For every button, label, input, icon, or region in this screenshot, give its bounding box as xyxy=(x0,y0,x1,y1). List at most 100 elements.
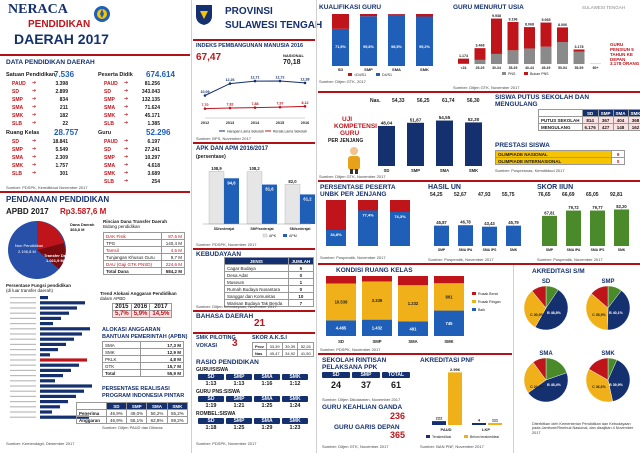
fungsi-bar xyxy=(40,348,58,352)
apk-data-label: 108,9 xyxy=(211,166,222,171)
row-value: 71.624 xyxy=(144,105,160,111)
fungsi-label-line xyxy=(10,369,36,371)
uji-nas-value: 61,74 xyxy=(442,98,455,104)
rasio-guru-siswa-col: SMA xyxy=(254,374,280,380)
fungsi-bar xyxy=(40,327,90,331)
kualifikasi-bar-lt-d4 xyxy=(416,14,433,17)
table-row: DAK Fisik 87,6 M xyxy=(103,232,186,240)
apk-data-label: 108,2 xyxy=(249,166,260,171)
tren-grid: 2015 2016 2017 5,7% 5,9% 14,5% xyxy=(112,303,173,318)
pip-col: SD xyxy=(105,402,128,410)
ipm-point xyxy=(253,79,257,83)
table-row: Total Dana 584,2 M xyxy=(103,267,186,275)
rasio-guru-pns-col: SMK xyxy=(282,396,308,402)
ipm-nasional-label: NASIONAL xyxy=(283,53,304,58)
arrow-icon: ➔ xyxy=(32,96,37,102)
tren-value: 5,7% xyxy=(112,310,132,318)
fungsi-bar xyxy=(40,337,74,341)
apk-data-label: 82,0 xyxy=(288,179,297,184)
row-label: SMK xyxy=(104,113,116,119)
row-value: 1.385 xyxy=(147,121,160,127)
kondisi-tick-label: SMP xyxy=(372,339,381,344)
bahasa-value: 21 xyxy=(254,318,266,329)
kualifikasi-bar-lt-d4 xyxy=(388,14,405,15)
ipm-point xyxy=(303,105,307,108)
ipm-data-label: 10,09 xyxy=(201,90,210,94)
row-value: 182 xyxy=(59,113,68,119)
keb-value: 7 xyxy=(287,299,315,307)
tren-title: Trend Alokasi Anggaran Pendidikan xyxy=(100,291,177,296)
fungsi-label-line xyxy=(10,416,36,418)
putus-value: 367 xyxy=(597,116,614,124)
fungsi-label-line xyxy=(10,307,36,309)
akasi-value: 34,92 xyxy=(281,349,299,357)
pensiun-value: 3.178 ORANG xyxy=(610,61,640,66)
usia-data-label: 3.178 xyxy=(575,45,584,49)
ipm-point xyxy=(278,105,282,109)
ipm-nasional-value: 70,18 xyxy=(283,59,301,66)
usia-data-label: 8.006 xyxy=(558,23,567,27)
kondisi-bar-rusak-ringan xyxy=(362,281,392,320)
apm-data-label: 81,6 xyxy=(265,187,274,192)
akreditasi-slice-label: C 30,9% xyxy=(530,313,545,317)
usia-tick-label: 50-54 xyxy=(558,66,567,70)
fungsi-label-line xyxy=(10,364,36,366)
fungsi-label-line xyxy=(10,338,36,340)
rintisan-col: SD xyxy=(322,372,350,378)
rincian-value: 584,2 M xyxy=(160,267,186,275)
usia-bar-bukan-pns xyxy=(573,49,585,52)
tren-year: 2015 xyxy=(112,303,132,311)
akreditasi-pie-title: SMK xyxy=(601,351,615,357)
row-label: SLB xyxy=(12,121,22,127)
row-value: 301 xyxy=(59,171,68,177)
score-data-label: 45,87 xyxy=(436,220,447,225)
apk-tick-label: SMP/sederajat xyxy=(250,227,274,231)
row-value: 343.043 xyxy=(141,89,160,95)
pnf-data-label: 111 xyxy=(492,418,499,423)
row-label: SMP xyxy=(12,97,23,103)
arrow-icon: ➔ xyxy=(32,138,37,144)
kualifikasi-data-label: 71,5% xyxy=(335,45,346,49)
ipm-point xyxy=(278,79,282,83)
uji-title-4: PER JENJANG xyxy=(328,138,364,144)
uji-bar xyxy=(407,122,424,166)
akreditasi-slice-label: B 40,1% xyxy=(609,311,624,315)
row-value: 1.757 xyxy=(55,163,68,169)
usia-region: SULAWESI TENGAH xyxy=(582,5,626,10)
alokasi-label: PKLK xyxy=(102,355,141,363)
title-neraca: NERACA xyxy=(8,2,68,17)
pip-value: 56,2% xyxy=(146,409,168,417)
table-row: Prov 33,39 39,39 52,26 xyxy=(251,342,314,350)
kondisi-bar-baik xyxy=(362,319,392,336)
usia-bar-bukan-pns xyxy=(557,27,568,43)
score-bar xyxy=(614,209,629,246)
akreditasi-slice xyxy=(585,368,613,403)
kebudayaan-source: Sumber: Ditjen Kebudayaan, November 2017 xyxy=(196,304,277,309)
apk-source: Sumber: PDSPK, November 2017 xyxy=(196,242,257,247)
usia-data-label: 9.065 xyxy=(542,18,551,22)
data-pendidikan-source: Sumber: PDSPK, Kemdikbud November 2017 xyxy=(6,185,88,190)
keb-label: Desa Adat xyxy=(224,271,289,279)
fungsi-bar xyxy=(40,296,48,300)
akreditasi-slice xyxy=(607,290,631,331)
alokasi-title-2: BANTUAN PEMERINTAH (APBN) xyxy=(102,334,188,340)
usia-tick-label: 35-39 xyxy=(509,66,518,70)
kondisi-bar-baik xyxy=(398,321,428,336)
tren-table: 2015 2016 2017 5,7% 5,9% 14,5% xyxy=(112,303,188,318)
pip-row-label: Penerima xyxy=(76,409,107,417)
rincian-label: DAK Fisik xyxy=(103,232,162,240)
putus-col: SD xyxy=(581,109,599,117)
putus-value: 148 xyxy=(612,123,629,131)
apm-data-label: 94,6 xyxy=(227,180,236,185)
akreditasi-slice xyxy=(527,372,569,403)
uji-bar xyxy=(436,120,453,166)
iiun-title: SKOR IIUN xyxy=(537,184,574,191)
unbk-source: Sumber: Puspendik, November 2017 xyxy=(320,255,386,260)
kualifikasi-tick-label: SMK xyxy=(420,67,429,72)
akreditasi-slice xyxy=(532,357,547,381)
block-label-peserta: Peserta Didik xyxy=(98,72,133,78)
row-value: 2.309 xyxy=(55,155,68,161)
row-value: 18.841 xyxy=(52,139,68,145)
teacher-figure-icon xyxy=(344,146,364,174)
divider xyxy=(318,91,640,93)
